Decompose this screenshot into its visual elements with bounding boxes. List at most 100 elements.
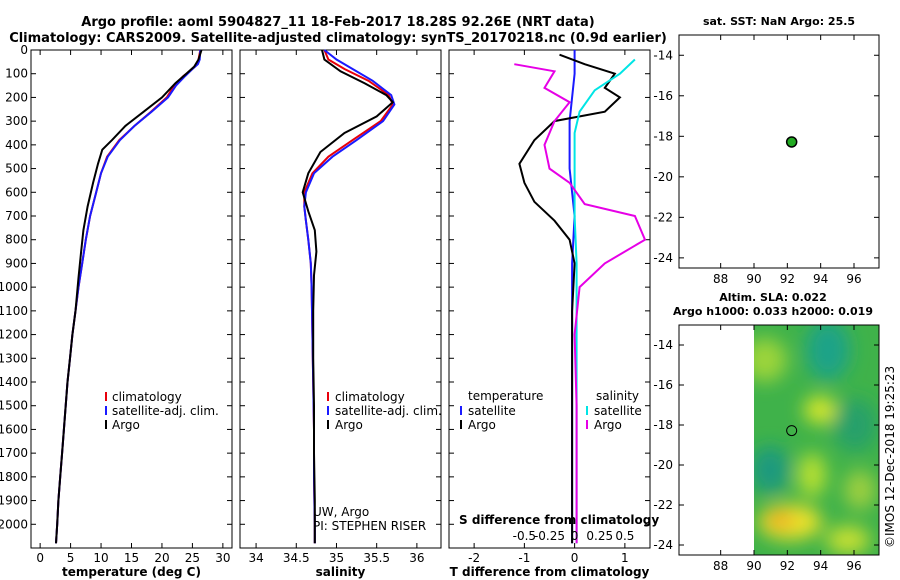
sst-map-panel: 88 90 92 94 96 -14 -16 -18 -20 -22 -24 sat. SST: Na… (653, 15, 880, 286)
y-tick-label: 900 (5, 256, 28, 270)
y-tick-label: 0 (20, 43, 28, 57)
heatmap-blob (750, 446, 790, 494)
x-tick-label: 5 (67, 551, 75, 565)
x-tick-label: 25 (185, 551, 200, 565)
heatmap-blob (833, 399, 877, 451)
legend-label: Argo (335, 418, 363, 432)
x-tick-label: 94 (813, 272, 828, 286)
y-tick-label: -18 (653, 129, 673, 143)
legend-label: Argo (468, 418, 496, 432)
y-tick-label: 1500 (0, 399, 28, 413)
legend-label: satellite (594, 404, 642, 418)
difference-frame (448, 49, 651, 549)
difference-series-s-satellite (573, 58, 636, 544)
x-tick-label: 20 (154, 551, 169, 565)
x-tick-label: 30 (215, 551, 230, 565)
temperature-series-argo (55, 49, 203, 544)
x-tick-label: -1 (518, 551, 530, 565)
y-tick-label: -24 (653, 538, 673, 552)
sla_map-title: Argo h1000: 0.033 h2000: 0.019 (673, 305, 873, 318)
sst_map-frame (678, 34, 880, 269)
y-tick-label: -18 (653, 418, 673, 432)
x-tick-label-secondary: 0 (571, 529, 579, 543)
y-tick-label: 500 (5, 162, 28, 176)
difference-panel: -2 -1 0 1T difference from climatology tempe… (448, 49, 659, 579)
y-tick-label: 1700 (0, 446, 28, 460)
y-tick-label: 200 (5, 90, 28, 104)
x-tick-label: 96 (846, 559, 861, 573)
title-line-1: Argo profile: aoml 5904827_11 18-Feb-201… (81, 15, 594, 30)
x-tick-label: 90 (746, 559, 761, 573)
legend-label: satellite-adj. clim. (335, 404, 442, 418)
x-tick-label: -2 (468, 551, 480, 565)
x-tick-label: 15 (124, 551, 139, 565)
y-tick-label: 100 (5, 67, 28, 81)
argo-location-marker (786, 425, 798, 437)
x-tick-label: 88 (713, 272, 728, 286)
x-tick-label: 92 (780, 272, 795, 286)
x-tick-label: 34.5 (283, 551, 310, 565)
sst_map-title: sat. SST: NaN Argo: 25.5 (703, 15, 855, 28)
x-tick-label: 0 (571, 551, 579, 565)
y-tick-label: 1800 (0, 470, 28, 484)
sla_map-frame (678, 324, 880, 556)
x-tick-label: 0 (36, 551, 44, 565)
legend-label: climatology (112, 390, 182, 404)
y-tick-label: 300 (5, 114, 28, 128)
difference-series-s-argo (514, 63, 647, 544)
y-tick-label: -22 (653, 210, 673, 224)
salinity-series-argo (301, 49, 395, 544)
y-tick-label: -20 (653, 170, 673, 184)
x-tick-label: 35 (329, 551, 344, 565)
credit: ©IMOS 12-Dec-2018 19:25:23 (883, 366, 897, 548)
y-tick-label: 1400 (0, 375, 28, 389)
legend-label: satellite-adj. clim. (112, 404, 219, 418)
y-tick-label: -22 (653, 498, 673, 512)
heatmap-blob (806, 325, 850, 380)
y-tick-label: -16 (653, 89, 673, 103)
y-tick-label: -20 (653, 458, 673, 472)
argo-location-marker (785, 136, 798, 148)
y-tick-label: -14 (653, 48, 673, 62)
y-tick-label: -24 (653, 251, 673, 265)
x-tick-label: 88 (713, 559, 728, 573)
x-axis-label: salinity (316, 565, 366, 579)
x-axis-label: T difference from climatology (450, 565, 650, 579)
sla-heatmap (735, 325, 879, 555)
y-tick-label: 1300 (0, 351, 28, 365)
legend-header-temperature: temperature (468, 389, 543, 403)
sla_map-title: Altim. SLA: 0.022 (719, 291, 826, 304)
sla-map-panel: 88 90 92 94 96 -14 -16 -18 -20 -22 -24 Altim. SLA: … (653, 291, 880, 573)
salinity-panel: 34 34.5 35 35.5 36 salinity climatologysatelli… (239, 49, 442, 579)
y-tick-label: 700 (5, 209, 28, 223)
y-tick-label: 1100 (0, 304, 28, 318)
x-tick-label-secondary: 0.5 (615, 529, 634, 543)
difference-series-t-argo (518, 53, 622, 544)
x-tick-label: 94 (813, 559, 828, 573)
y-tick-label: 800 (5, 233, 28, 247)
legend-label: Argo (594, 418, 622, 432)
heatmap-blob (844, 470, 876, 510)
x-tick-label: 10 (93, 551, 108, 565)
x-tick-label-secondary: 0.25 (586, 529, 613, 543)
y-tick-label: 1000 (0, 280, 28, 294)
y-tick-label: -16 (653, 378, 673, 392)
x-axis-label-secondary: S difference from climatology (459, 513, 659, 527)
legend-label: climatology (335, 390, 405, 404)
x-tick-label: 1 (621, 551, 629, 565)
x-tick-label: 90 (746, 272, 761, 286)
heatmap-blob (798, 453, 826, 497)
x-tick-label: 36 (409, 551, 424, 565)
heatmap-blob (826, 526, 870, 554)
legend-header-salinity: salinity (596, 389, 639, 403)
x-tick-label-secondary: -0.25 (534, 529, 565, 543)
x-tick-label: 34 (248, 551, 263, 565)
no-data-area (679, 325, 754, 555)
y-tick-label: 2000 (0, 517, 28, 531)
x-tick-label: 96 (846, 272, 861, 286)
legend-label: Argo (112, 418, 140, 432)
temperature-panel: 0100200300400500600700800900100011001200… (0, 43, 233, 579)
x-tick-label-secondary: -0.5 (513, 529, 536, 543)
credit-line: UW, Argo (313, 505, 369, 519)
